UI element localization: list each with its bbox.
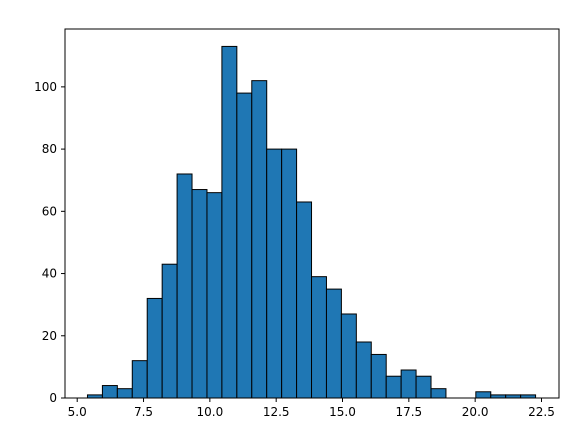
- y-tick-label: 20: [42, 329, 57, 343]
- histogram-bar: [116, 388, 133, 399]
- histogram-bar: [281, 148, 298, 399]
- histogram-bar: [161, 263, 178, 399]
- histogram-bar: [251, 80, 268, 399]
- x-tick-label: 10.0: [196, 405, 223, 419]
- histogram-bar: [430, 388, 447, 399]
- histogram-bar: [296, 201, 313, 399]
- histogram-bar: [355, 341, 372, 399]
- y-tick-label: 40: [42, 267, 57, 281]
- histogram-bar: [475, 391, 492, 399]
- y-tick-label: 60: [42, 204, 57, 218]
- x-tick-label: 12.5: [263, 405, 290, 419]
- histogram-bar: [370, 353, 387, 399]
- x-tick-label: 5.0: [68, 405, 87, 419]
- histogram-bar: [325, 288, 342, 399]
- x-tick-label: 15.0: [329, 405, 356, 419]
- histogram-bar: [176, 173, 193, 399]
- x-axis: 5.0 7.5 10.0 12.5 15.0 17.5 20.0 22.5: [68, 398, 555, 419]
- histogram-bar: [415, 375, 432, 399]
- histogram-bar: [191, 189, 208, 399]
- y-tick-label: 100: [34, 80, 57, 94]
- histogram-bar: [131, 360, 148, 399]
- x-tick-label: 7.5: [134, 405, 153, 419]
- histogram-bar: [266, 148, 283, 399]
- histogram-bar: [385, 375, 402, 399]
- histogram-bar: [236, 92, 253, 399]
- histogram-bar: [101, 385, 118, 399]
- histogram-bar: [400, 369, 417, 399]
- y-axis: 0 20 40 60 80 100: [34, 80, 65, 405]
- histogram-bar: [221, 45, 238, 399]
- histogram-bar: [340, 313, 357, 399]
- x-tick-label: 22.5: [528, 405, 555, 419]
- bars-group: [86, 45, 537, 399]
- plot-area-frame: [64, 28, 560, 399]
- y-tick-label: 0: [49, 391, 57, 405]
- histogram-bar: [146, 297, 163, 399]
- histogram-bar: [206, 192, 223, 399]
- y-tick-label: 80: [42, 142, 57, 156]
- x-tick-label: 17.5: [395, 405, 422, 419]
- x-tick-label: 20.0: [462, 405, 489, 419]
- histogram-bar: [311, 276, 327, 399]
